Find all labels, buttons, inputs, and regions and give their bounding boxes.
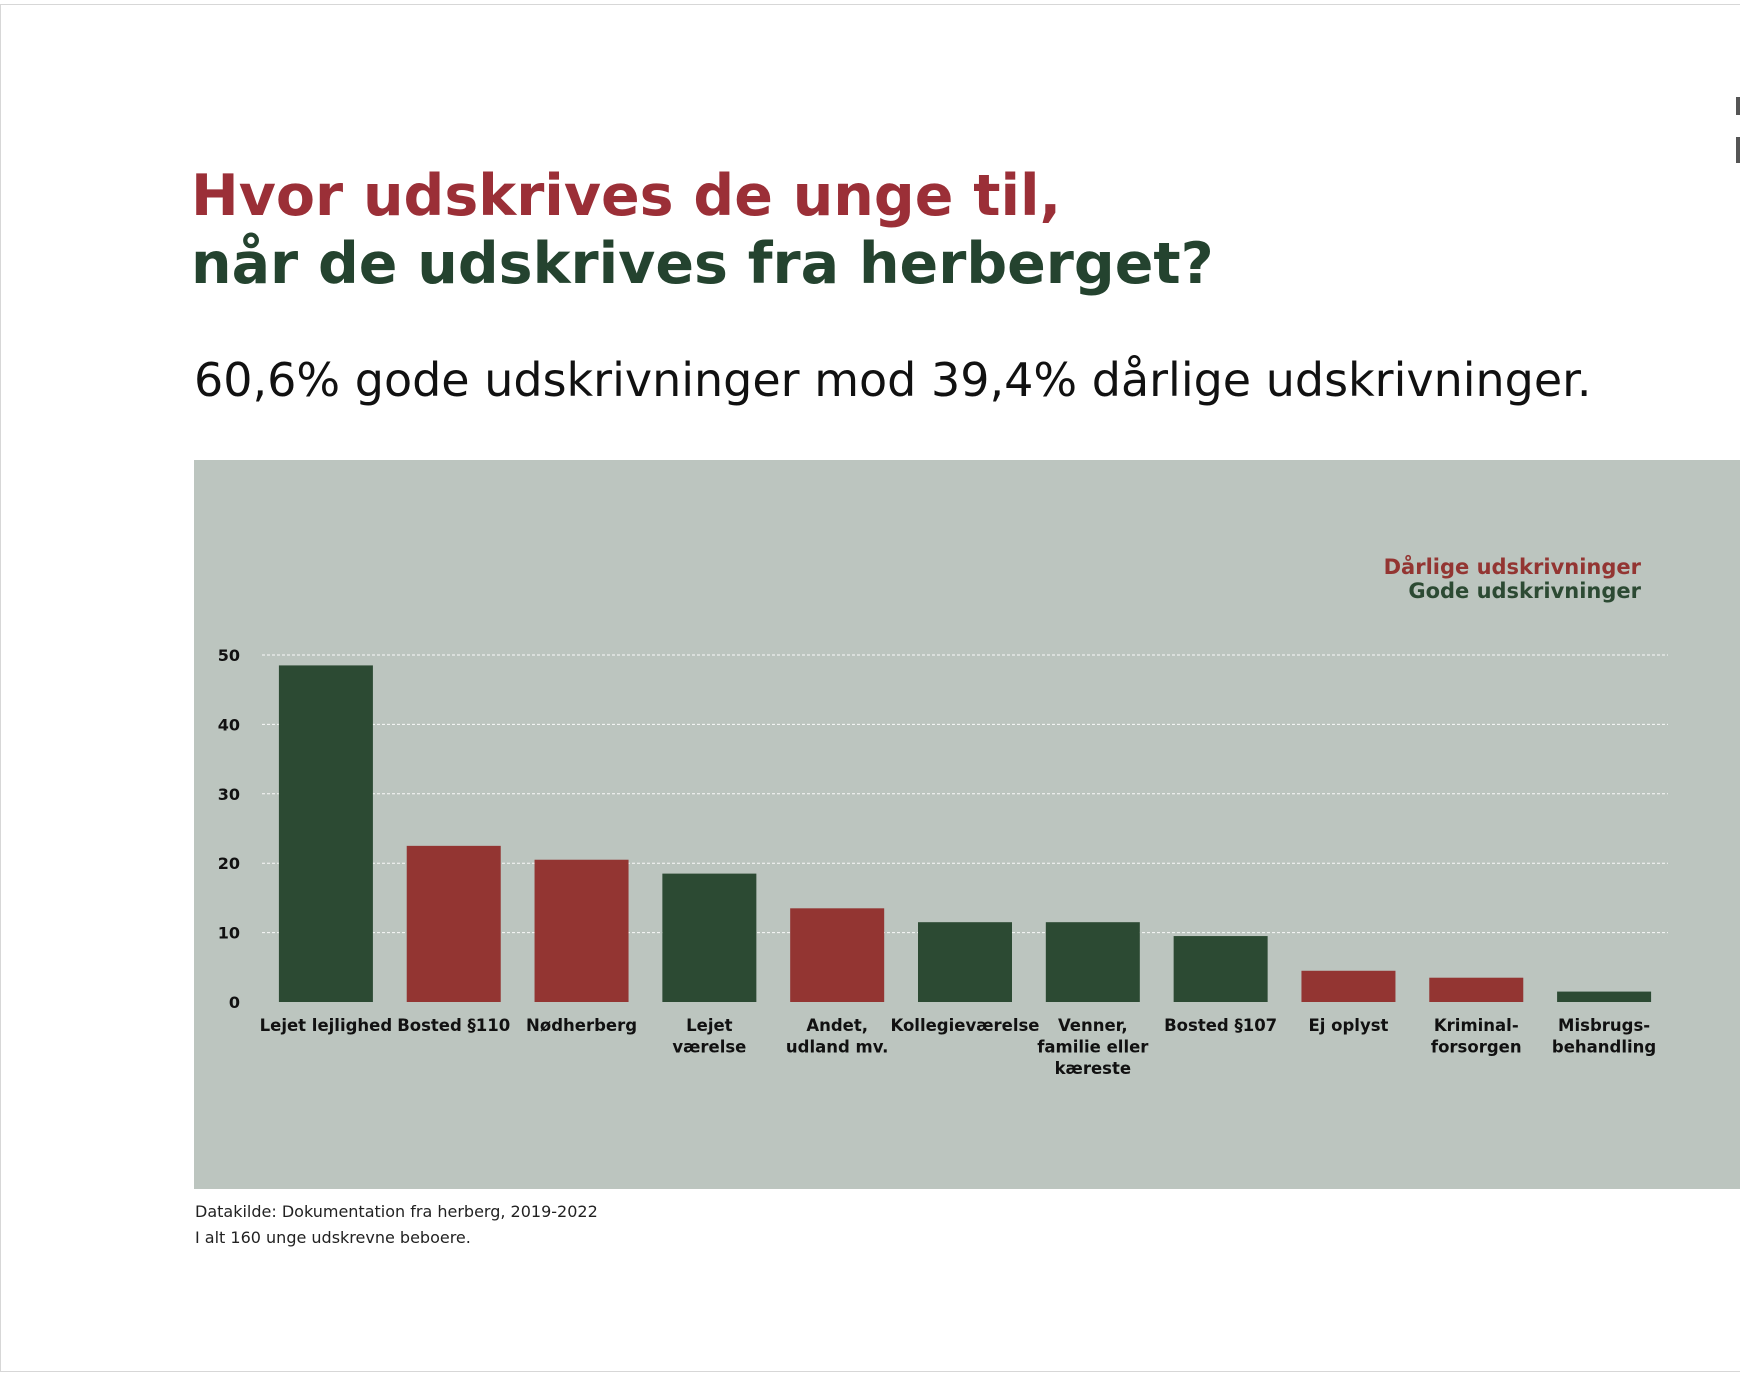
chart-panel: 0 10 20 30 40 50 Lejet lejlighed Bosted §110 Nø… — [194, 460, 1740, 1189]
y-tick-label: 30 — [218, 785, 240, 804]
bar-bad — [790, 908, 885, 1002]
x-tick-label: Nødherberg — [526, 1016, 637, 1035]
x-tick-label-line: Kollegieværelse — [890, 1016, 1039, 1035]
x-tick-label-line: Andet, — [806, 1016, 868, 1035]
y-tick-label: 40 — [218, 715, 240, 734]
bar-good — [662, 873, 757, 1002]
x-tick-label: Lejet lejlighed — [260, 1016, 393, 1035]
title-line-1: Hvor udskrives de unge til, — [191, 163, 1062, 229]
x-tick-label-line: Nødherberg — [526, 1016, 637, 1035]
x-tick-label: Kollegieværelse — [890, 1016, 1039, 1035]
x-tick-label-line: Ej oplyst — [1308, 1016, 1388, 1035]
bars — [278, 665, 1652, 1002]
bar-good — [1045, 922, 1140, 1002]
page-frame — [0, 4, 1740, 1372]
bar-good — [1173, 936, 1268, 1002]
total-note: I alt 160 unge udskrevne beboere. — [195, 1228, 471, 1247]
legend-item-good: Gode udskrivninger — [1408, 579, 1641, 603]
x-tick-label-line: kæreste — [1055, 1059, 1132, 1078]
x-tick-label-line: Misbrugs- — [1558, 1016, 1650, 1035]
x-tick-label-line: behandling — [1552, 1038, 1656, 1057]
title-line-2: når de udskrives fra herberget? — [191, 231, 1214, 297]
x-tick-label-line: familie eller — [1037, 1038, 1149, 1057]
x-tick-label-line: Bosted §110 — [397, 1016, 510, 1035]
x-tick-label-line: Lejet — [686, 1016, 733, 1035]
x-tick-label-line: Lejet lejlighed — [260, 1016, 393, 1035]
x-tick-label: Lejet værelse — [672, 1016, 746, 1057]
y-tick-label: 10 — [218, 924, 240, 943]
x-tick-label-line: Venner, — [1058, 1016, 1128, 1035]
bar-bad — [1301, 970, 1396, 1002]
x-tick-label: Venner, familie eller kæreste — [1037, 1016, 1149, 1078]
edge-mark — [1736, 97, 1740, 115]
edge-mark — [1736, 137, 1740, 163]
subtitle: 60,6% gode udskrivninger mod 39,4% dårli… — [194, 353, 1592, 407]
bar-good — [278, 665, 373, 1002]
x-tick-label: Ej oplyst — [1308, 1016, 1388, 1035]
x-tick-label: Bosted §107 — [1164, 1016, 1277, 1035]
y-axis: 0 10 20 30 40 50 — [218, 646, 240, 1012]
x-axis-labels: Lejet lejlighed Bosted §110 Nødherberg Leje… — [260, 1016, 1657, 1078]
x-tick-label: Bosted §110 — [397, 1016, 510, 1035]
bar-bad — [534, 859, 629, 1002]
x-tick-label-line: værelse — [672, 1038, 746, 1057]
y-tick-label: 20 — [218, 854, 240, 873]
x-tick-label: Misbrugs-behandling — [1552, 1016, 1656, 1057]
y-tick-label: 0 — [229, 993, 240, 1012]
y-tick-label: 50 — [218, 646, 240, 665]
bar-bad — [1429, 977, 1524, 1002]
x-tick-label-line: forsorgen — [1431, 1038, 1522, 1057]
legend: Dårlige udskrivninger Gode udskrivninger — [1384, 555, 1641, 603]
x-tick-label: Kriminal-forsorgen — [1431, 1016, 1522, 1057]
bar-good — [1557, 991, 1652, 1002]
bar-chart: 0 10 20 30 40 50 Lejet lejlighed Bosted §110 Nø… — [218, 646, 1668, 1078]
bar-bad — [406, 845, 501, 1002]
x-tick-label-line: Kriminal- — [1434, 1016, 1519, 1035]
bar-good — [918, 922, 1012, 1002]
x-tick-label: Andet, udland mv. — [786, 1016, 889, 1057]
legend-item-bad: Dårlige udskrivninger — [1383, 555, 1641, 579]
source-note: Datakilde: Dokumentation fra herberg, 20… — [195, 1202, 598, 1221]
x-tick-label-line: Bosted §107 — [1164, 1016, 1277, 1035]
x-tick-label-line: udland mv. — [786, 1038, 889, 1057]
